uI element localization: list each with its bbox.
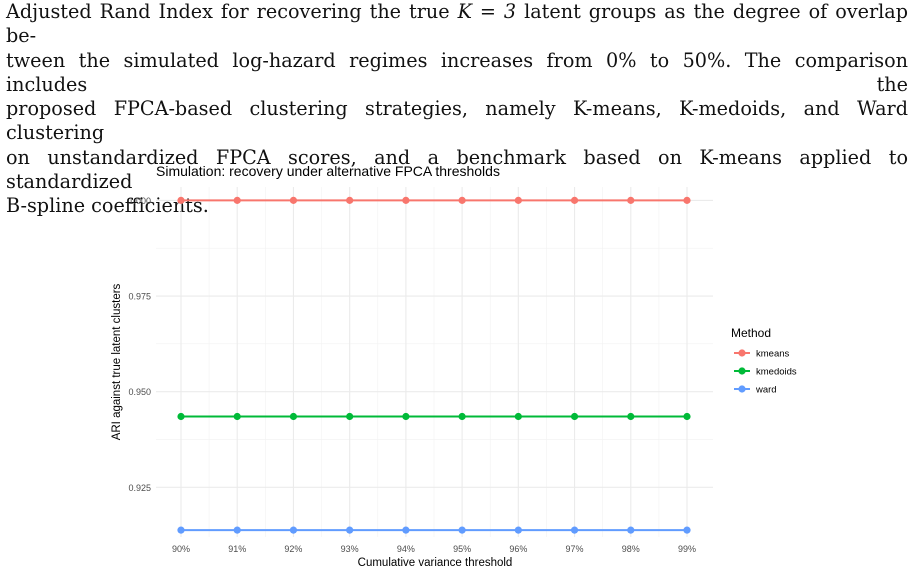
- y-tick-label: 0.925: [128, 483, 151, 493]
- data-point-ward: [514, 526, 522, 534]
- legend-item-ward: ward: [734, 385, 777, 396]
- data-point-ward: [346, 526, 354, 534]
- caption-line-3: proposed FPCA-based clustering strategie…: [6, 97, 908, 145]
- x-tick-label: 98%: [622, 544, 640, 554]
- x-tick-label: 96%: [509, 544, 527, 554]
- series-kmedoids: [177, 412, 691, 421]
- data-point-kmedoids: [458, 412, 466, 421]
- data-point-kmeans: [402, 196, 410, 204]
- data-point-kmeans: [458, 196, 466, 204]
- data-point-kmedoids: [177, 412, 185, 421]
- series-ward: [177, 526, 691, 534]
- x-tick-label: 90%: [172, 544, 190, 554]
- data-point-kmeans: [683, 196, 691, 204]
- caption-math-k: K = 3: [457, 0, 517, 23]
- y-axis-ticks: 0.925 0.950 0.975 1.000: [128, 196, 151, 493]
- x-axis-label: Cumulative variance threshold: [358, 557, 513, 569]
- data-point-ward: [683, 526, 691, 534]
- data-point-ward: [289, 526, 298, 534]
- legend-label-kmedoids: kmedoids: [756, 367, 797, 378]
- grid-lines: [156, 187, 713, 537]
- x-tick-label: 97%: [566, 544, 584, 554]
- caption-line-1: Adjusted Rand Index for recovering the t…: [6, 0, 908, 48]
- data-point-kmedoids: [570, 412, 579, 421]
- data-point-kmedoids: [627, 412, 635, 421]
- legend-item-kmedoids: kmedoids: [734, 367, 797, 378]
- series-kmeans: [177, 196, 691, 204]
- x-tick-label: 92%: [284, 544, 302, 554]
- x-axis-ticks: 90% 91% 92% 93% 94% 95% 96% 97% 98% 99%: [172, 544, 696, 554]
- legend-key-point: [738, 367, 746, 375]
- data-point-kmedoids: [514, 412, 522, 421]
- data-point-ward: [233, 526, 241, 534]
- data-point-kmeans: [346, 196, 354, 204]
- data-point-kmeans: [233, 196, 241, 204]
- y-tick-label: 1.000: [128, 196, 151, 206]
- legend: Method kmeans kmedoids ward: [731, 326, 797, 396]
- y-tick-label: 0.950: [128, 387, 151, 397]
- data-point-kmeans: [627, 196, 635, 204]
- data-point-ward: [627, 526, 635, 534]
- x-tick-label: 91%: [228, 544, 246, 554]
- x-tick-label: 99%: [678, 544, 696, 554]
- y-axis-label: ARI against true latent clusters: [111, 283, 123, 440]
- legend-key-point: [738, 349, 746, 357]
- data-point-kmedoids: [683, 412, 691, 421]
- data-point-kmeans: [289, 196, 298, 204]
- x-tick-label: 94%: [397, 544, 415, 554]
- legend-label-kmeans: kmeans: [756, 349, 790, 360]
- series-group: [177, 196, 691, 534]
- data-point-ward: [402, 526, 410, 534]
- data-point-kmedoids: [402, 412, 410, 421]
- x-tick-label: 95%: [453, 544, 471, 554]
- chart-title: Simulation: recovery under alternative F…: [156, 163, 500, 179]
- x-tick-label: 93%: [341, 544, 359, 554]
- data-point-kmedoids: [233, 412, 241, 421]
- legend-title: Method: [731, 326, 771, 340]
- data-point-kmedoids: [289, 412, 298, 421]
- data-point-kmeans: [514, 196, 522, 204]
- data-point-kmedoids: [346, 412, 354, 421]
- data-point-kmeans: [570, 196, 579, 204]
- data-point-kmeans: [177, 196, 185, 204]
- data-point-ward: [570, 526, 579, 534]
- y-tick-label: 0.975: [128, 292, 151, 302]
- legend-item-kmeans: kmeans: [734, 349, 790, 360]
- caption-line-4: on unstandardized FPCA scores, and a ben…: [6, 145, 908, 194]
- data-point-ward: [177, 526, 185, 534]
- caption-line-2: tween the simulated log-hazard regimes i…: [6, 48, 908, 96]
- data-point-ward: [458, 526, 466, 534]
- legend-key-point: [738, 385, 746, 393]
- legend-label-ward: ward: [755, 385, 777, 396]
